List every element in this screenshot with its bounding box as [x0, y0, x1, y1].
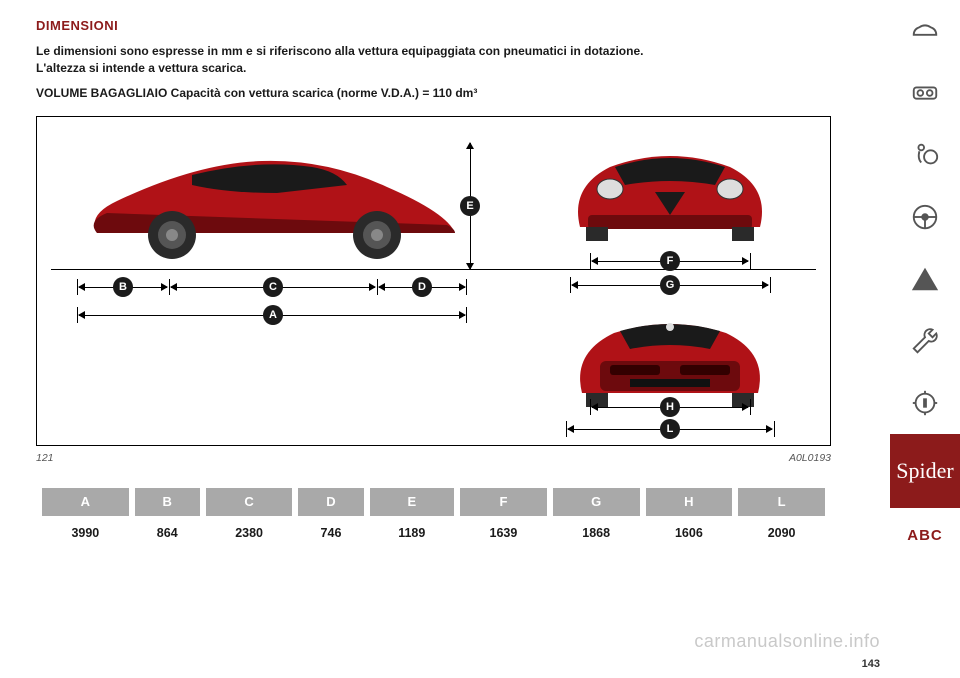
val-a: 3990 — [42, 516, 129, 540]
dim-badge-b: B — [113, 277, 133, 297]
val-e: 1189 — [370, 516, 455, 540]
info-dial-icon[interactable] — [890, 372, 960, 434]
dim-badge-e: E — [460, 196, 480, 216]
wrench-icon[interactable] — [890, 310, 960, 372]
col-l: L — [738, 488, 825, 516]
intro-paragraph: Le dimensioni sono espresse in mm e si r… — [36, 43, 860, 78]
col-b: B — [135, 488, 200, 516]
val-g: 1868 — [553, 516, 640, 540]
section-sidebar: Spider ABC — [890, 0, 960, 678]
figure-number: 121 — [36, 452, 54, 464]
col-a: A — [42, 488, 129, 516]
dim-badge-g: G — [660, 275, 680, 295]
col-h: H — [646, 488, 733, 516]
dim-badge-c: C — [263, 277, 283, 297]
watermark: carmanualsonline.info — [694, 631, 880, 652]
col-d: D — [298, 488, 363, 516]
dashboard-icon[interactable] — [890, 62, 960, 124]
col-e: E — [370, 488, 455, 516]
val-f: 1639 — [460, 516, 547, 540]
page-number: 143 — [862, 658, 880, 670]
side-dimensions: B C D A — [77, 277, 467, 333]
col-c: C — [206, 488, 293, 516]
brand-badge[interactable]: Spider — [890, 434, 960, 508]
car-front-view — [560, 137, 780, 247]
val-l: 2090 — [738, 516, 825, 540]
table-value-row: 3990 864 2380 746 1189 1639 1868 1606 20… — [42, 516, 825, 540]
dimensions-table: A B C D E F G H L 3990 864 2380 746 1189… — [36, 488, 831, 540]
car-silhouette-icon[interactable] — [890, 0, 960, 62]
dim-badge-l: L — [660, 419, 680, 439]
steering-wheel-icon[interactable] — [890, 186, 960, 248]
intro-line-3: VOLUME BAGAGLIAIO Capacità con vettura s… — [36, 86, 860, 100]
val-d: 746 — [298, 516, 363, 540]
rear-dimension-h: H — [560, 397, 780, 419]
warning-triangle-icon[interactable] — [890, 248, 960, 310]
car-side-view — [77, 143, 467, 263]
val-h: 1606 — [646, 516, 733, 540]
dim-badge-h: H — [660, 397, 680, 417]
dim-e-vertical: E — [458, 143, 482, 269]
intro-line-1: Le dimensioni sono espresse in mm e si r… — [36, 44, 643, 58]
table-header-row: A B C D E F G H L — [42, 488, 825, 516]
dimensions-diagram: B C D A E — [36, 116, 831, 446]
intro-line-2: L'altezza si intende a vettura scarica. — [36, 61, 246, 75]
val-b: 864 — [135, 516, 200, 540]
rear-dimension-l: L — [560, 419, 780, 441]
col-g: G — [553, 488, 640, 516]
col-f: F — [460, 488, 547, 516]
airbag-icon[interactable] — [890, 124, 960, 186]
abc-badge[interactable]: ABC — [890, 508, 960, 562]
dim-badge-d: D — [412, 277, 432, 297]
dim-badge-f: F — [660, 251, 680, 271]
figure-code: A0L0193 — [789, 452, 831, 464]
section-title: DIMENSIONI — [36, 18, 860, 33]
page-content: DIMENSIONI Le dimensioni sono espresse i… — [0, 0, 860, 678]
front-dimensions: F G — [560, 251, 780, 297]
figure-caption: 121 A0L0193 — [36, 452, 831, 464]
val-c: 2380 — [206, 516, 293, 540]
dim-badge-a: A — [263, 305, 283, 325]
